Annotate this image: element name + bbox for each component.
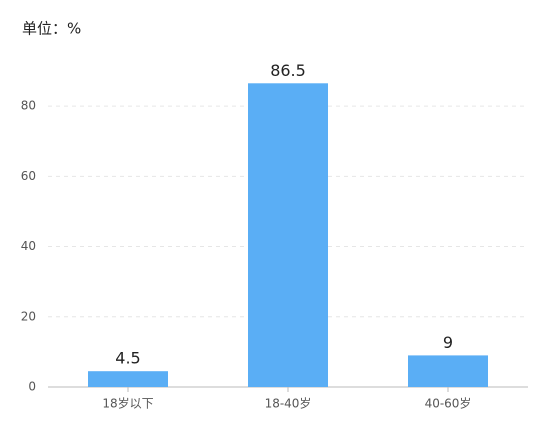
x-tick-label: 40-60岁 [425, 396, 472, 411]
bar [88, 371, 168, 387]
value-label: 4.5 [115, 349, 140, 368]
y-tick-label: 60 [21, 169, 36, 183]
y-tick-label: 20 [21, 309, 36, 323]
x-tick-label: 18-40岁 [265, 396, 312, 411]
y-tick-label: 0 [28, 380, 36, 394]
bar [248, 83, 328, 388]
y-tick-label: 40 [21, 239, 36, 253]
value-label: 9 [443, 333, 453, 352]
y-tick-label: 80 [21, 99, 36, 113]
chart-title: 单位：% [22, 20, 81, 38]
value-label: 86.5 [270, 61, 306, 80]
x-tick-label: 18岁以下 [102, 396, 153, 411]
bar [408, 355, 488, 387]
